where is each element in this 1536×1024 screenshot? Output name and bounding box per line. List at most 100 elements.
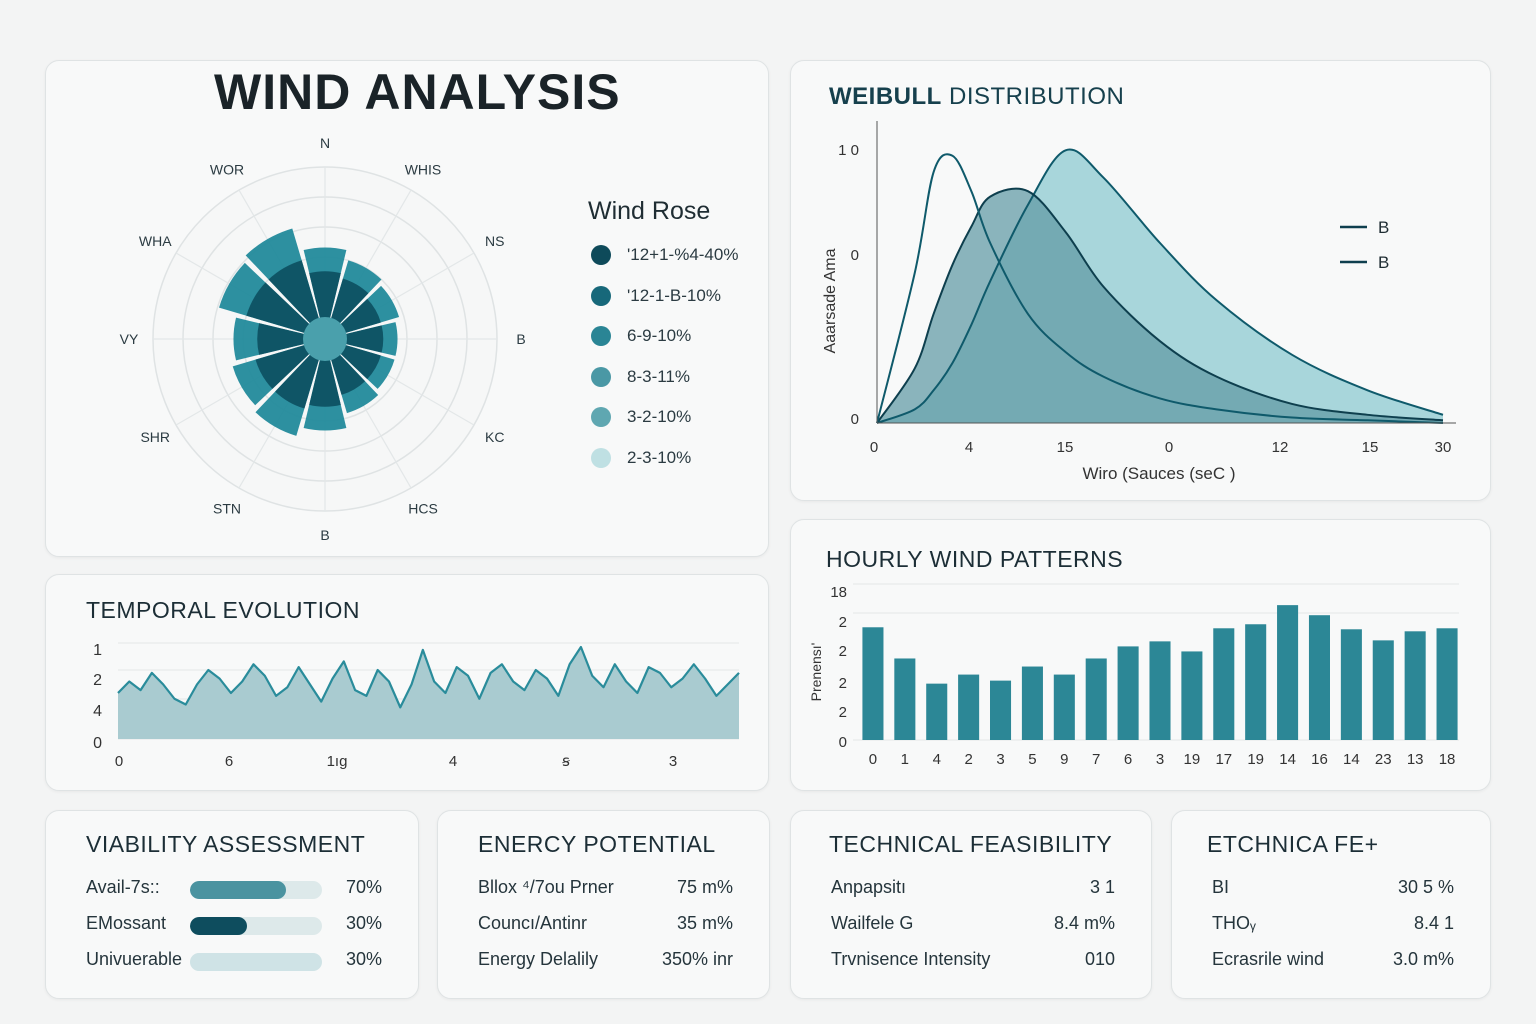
hourly-x-tick: 5	[1028, 751, 1036, 768]
energy-row-value: 35 m%	[676, 913, 733, 933]
hourly-bar	[1181, 651, 1203, 740]
hourly-x-tick: 4	[933, 751, 941, 768]
energy-row-value: 350% inr	[661, 949, 733, 969]
weibull-legend-label: B	[1378, 218, 1389, 237]
weibull-y-tick: 0	[851, 411, 859, 428]
hourly-x-tick: 3	[1156, 751, 1164, 768]
rose-petal	[309, 271, 341, 339]
hourly-bar	[1021, 666, 1043, 740]
energy-row-label: Councı/Antinr	[478, 913, 588, 933]
temporal-chart: 1 2 4 00 6 1ıg 4 ꞩ 3	[93, 642, 740, 770]
technical-row-label: Anpapsitı	[831, 877, 907, 897]
rose-direction-label: B	[320, 527, 329, 543]
viability-row-label: EMossant	[86, 913, 167, 933]
wind-analysis-panel: WIND ANALYSIS N WHIS NS B KC HCS B STN SHR VY WHA W…	[45, 60, 769, 557]
weibull-line-narrow	[876, 153, 1444, 424]
hourly-bar	[1149, 641, 1171, 740]
hourly-x-tick: 18	[1439, 751, 1456, 768]
rose-direction-label: HCS	[408, 501, 438, 517]
etchnica-row: BI 30 5 %	[1212, 875, 1454, 901]
weibull-chart: 0 4 15 0 12 15 301 000 Aaarsade Ama Wiro (Sauc…	[822, 121, 1456, 483]
hourly-x-tick: 9	[1060, 751, 1068, 768]
energy-title: ENERCY POTENTIAL	[478, 831, 716, 857]
hourly-bar	[1308, 615, 1330, 740]
weibull-x-tick: 12	[1272, 439, 1289, 456]
weibull-title-bold: WEIBULL	[829, 83, 942, 110]
hourly-x-tick: 6	[1124, 751, 1132, 768]
hourly-x-tick: 17	[1215, 751, 1232, 768]
etchnica-row: Ecrasrile wind 3.0 m%	[1212, 947, 1454, 973]
page-title: WIND ANALYSIS	[214, 64, 621, 120]
temporal-x-tick: 0	[115, 753, 123, 770]
wind-rose-legend-item: '12+1-%4-40%	[591, 241, 761, 269]
weibull-x-tick: 30	[1435, 439, 1452, 456]
hourly-x-tick: 19	[1184, 751, 1201, 768]
legend-dot-icon	[591, 245, 611, 265]
hourly-bar	[1340, 629, 1362, 740]
wind-rose-legend-item: '12-1-B-10%	[591, 282, 761, 310]
viability-panel: VIABILITY ASSESSMENT Avail-7s:: 70% EMossa…	[45, 810, 419, 999]
weibull-legend-label: B	[1378, 253, 1389, 272]
technical-row-label: Wailfele G	[831, 913, 914, 933]
legend-label: 8-3-11%	[627, 366, 690, 386]
weibull-line-light	[876, 148, 1444, 424]
hourly-y-tick: 2	[839, 675, 847, 692]
wind-rose-legend-title: Wind Rose	[588, 197, 711, 225]
etchnica-row-label: Ecrasrile wind	[1212, 949, 1325, 969]
hourly-bar	[1245, 624, 1267, 740]
wind-rose-legend-item: 6-9-10%	[591, 322, 761, 350]
viability-row-label: Univuerable	[86, 949, 183, 969]
rose-petal	[309, 339, 341, 407]
weibull-x-tick: 4	[965, 439, 973, 456]
hourly-x-tick: 13	[1407, 751, 1424, 768]
technical-row-label: Trvnisence Intensity	[831, 949, 991, 969]
viability-progress-fill	[190, 881, 287, 899]
legend-label: 3-2-10%	[627, 407, 692, 427]
temporal-x-tick: 3	[669, 753, 677, 770]
legend-label: 6-9-10%	[627, 326, 692, 346]
wind-rose-legend-item: 3-2-10%	[591, 403, 761, 431]
hourly-bar	[1404, 631, 1426, 740]
energy-row: Energy Delalily 350% inr	[478, 947, 733, 973]
hourly-panel: HOURLY WIND PATTERNS 0 1 4 2 3 5 9 7 6 3 19 17 19 14 1…	[790, 519, 1491, 791]
energy-panel: ENERCY POTENTIAL Bllox ⁴/7ou Prner 75 m% C…	[437, 810, 770, 999]
rose-direction-label: STN	[213, 501, 241, 517]
temporal-area	[118, 647, 739, 739]
etchnica-row-label: BI	[1212, 877, 1230, 897]
rose-center	[303, 317, 347, 361]
hourly-bar	[1372, 640, 1394, 740]
hourly-x-tick: 14	[1279, 751, 1296, 768]
rose-direction-label: N	[320, 135, 330, 151]
weibull-title: WEIBULL DISTRIBUTION	[829, 83, 1124, 111]
legend-dot-icon	[591, 448, 611, 468]
viability-progress-bar	[190, 881, 322, 899]
temporal-x-tick: 6	[225, 753, 233, 770]
hourly-bar	[1436, 628, 1458, 740]
viability-row-label: Avail-7s::	[86, 877, 160, 897]
weibull-line-mid	[876, 187, 1444, 424]
legend-label: 2-3-10%	[627, 448, 692, 467]
viability-row: Univuerable 30%	[86, 947, 382, 973]
viability-progress-fill	[190, 917, 247, 935]
legend-label: '12-1-B-10%	[627, 285, 721, 305]
hourly-y-tick: 2	[839, 704, 847, 721]
hourly-title: HOURLY WIND PATTERNS	[826, 546, 1124, 572]
rose-direction-label: WOR	[210, 161, 244, 177]
hourly-x-tick: 1	[901, 751, 909, 768]
hourly-bar	[990, 680, 1012, 740]
temporal-x-tick: 1ıg	[327, 753, 348, 770]
etchnica-row-value: 30 5 %	[1397, 877, 1454, 897]
weibull-x-tick: 0	[1165, 439, 1173, 456]
hourly-bar	[958, 674, 980, 740]
weibull-y-label: Aaarsade Ama	[822, 248, 839, 353]
hourly-y-tick: 0	[839, 734, 847, 751]
etchnica-panel: ETCHNICA FE+ BI 30 5 % THOᵧ 8.4 1 Ecrasrile …	[1171, 810, 1491, 999]
viability-progress-fill	[190, 953, 322, 971]
wind-rose-chart: N WHIS NS B KC HCS B STN SHR VY WHA WOR	[120, 135, 526, 543]
weibull-x-tick: 15	[1057, 439, 1074, 456]
rose-direction-label: SHR	[140, 429, 170, 445]
rose-petal	[268, 260, 325, 339]
rose-direction-label: KC	[485, 429, 504, 445]
